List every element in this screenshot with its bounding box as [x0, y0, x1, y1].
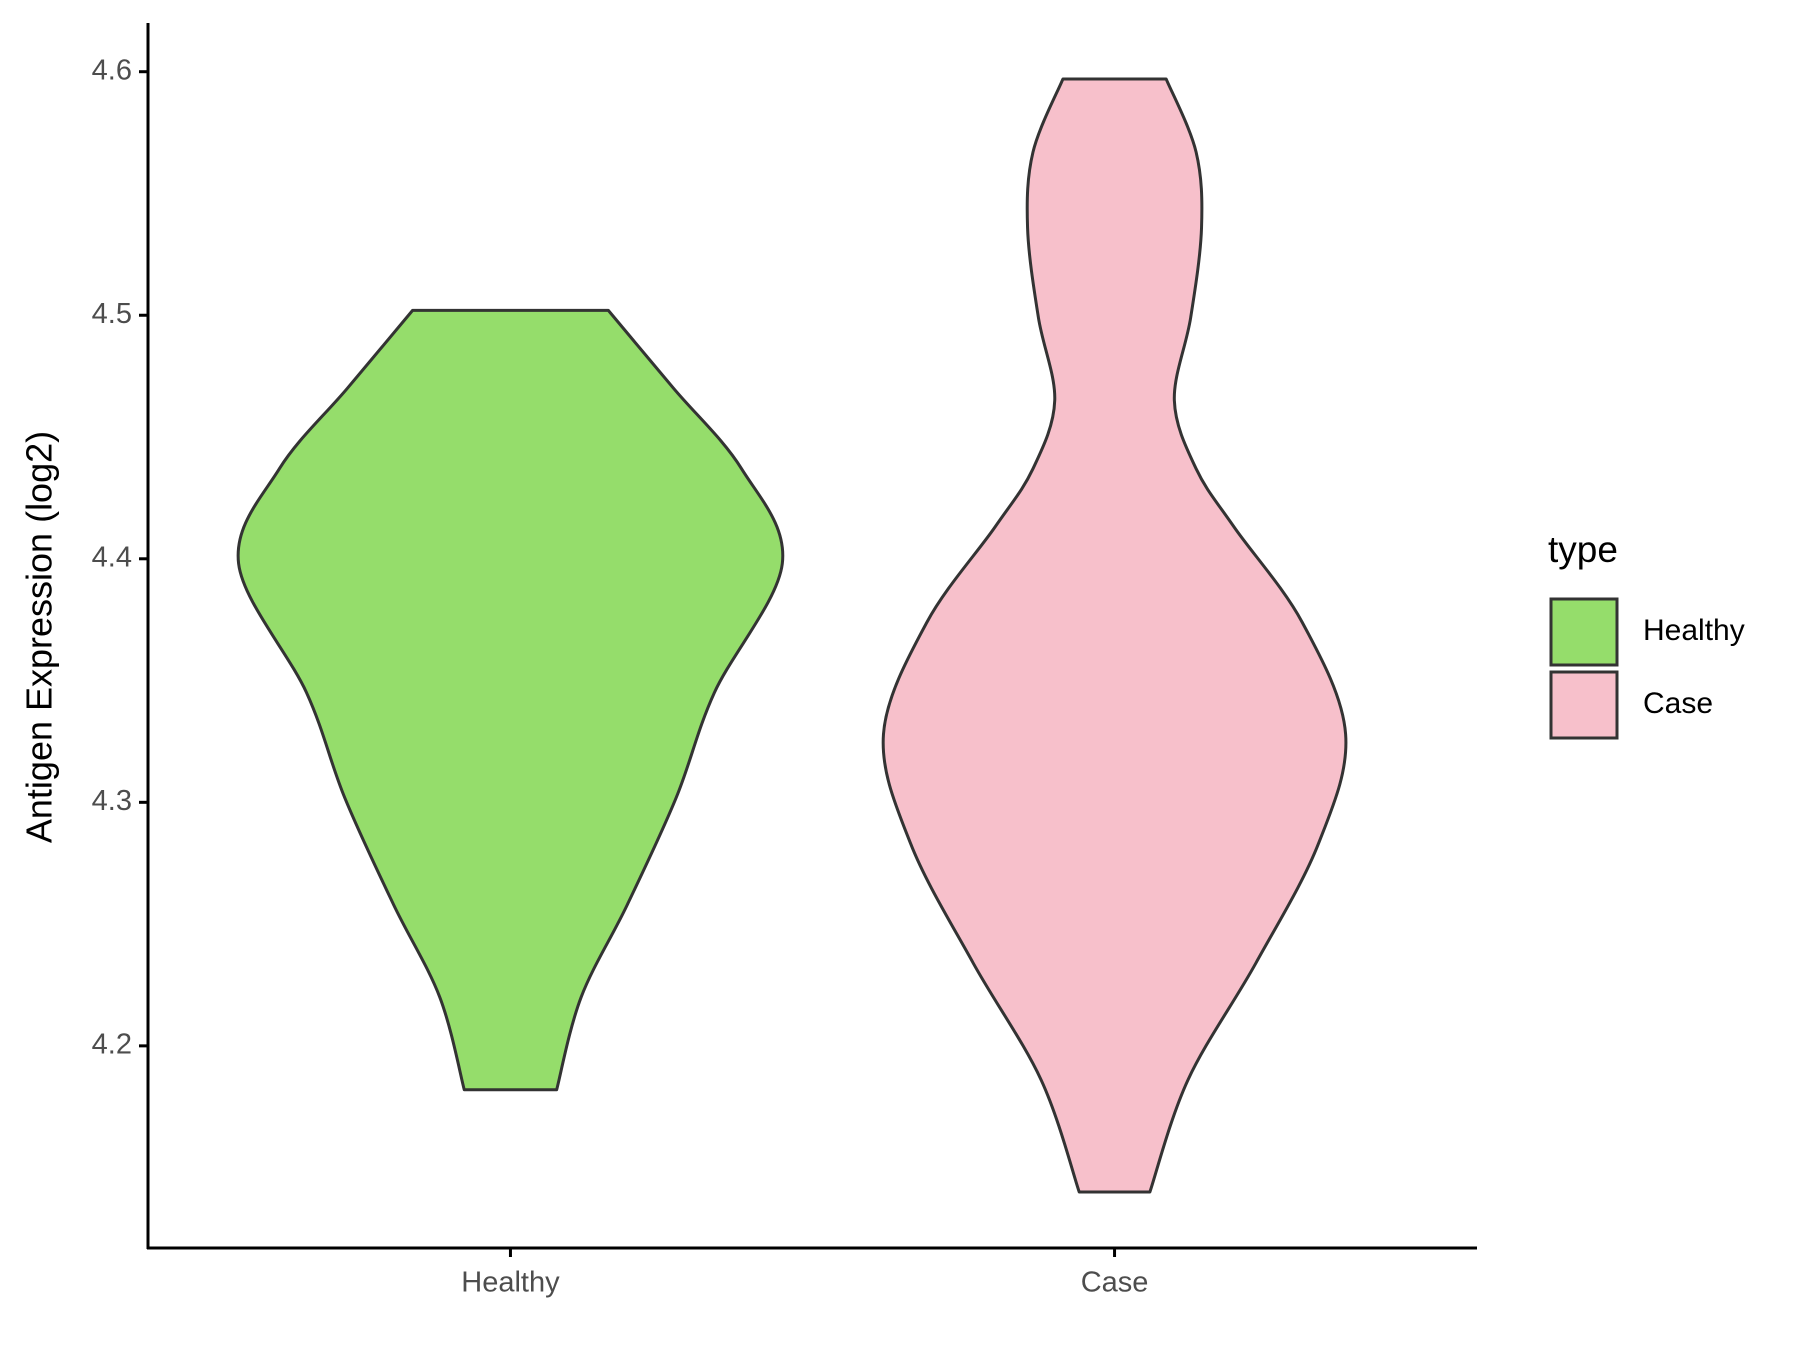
- y-tick-label: 4.5: [92, 298, 132, 330]
- legend-label: Healthy: [1643, 614, 1745, 647]
- violin: [881, 77, 1348, 1194]
- x-tick-label: Case: [1081, 1267, 1149, 1299]
- legend-label: Case: [1643, 687, 1713, 720]
- y-tick-label: 4.2: [92, 1029, 132, 1061]
- y-tick-label: 4.3: [92, 785, 132, 817]
- violin: [236, 308, 785, 1092]
- y-tick-label: 4.4: [92, 541, 132, 573]
- y-axis-title: Antigen Expression (log2): [19, 431, 60, 843]
- legend-key: [1549, 597, 1619, 667]
- legend-key: [1549, 670, 1619, 740]
- y-tick-label: 4.6: [92, 54, 132, 86]
- legend-title: type: [1548, 529, 1618, 570]
- x-tick-label: Healthy: [461, 1267, 560, 1299]
